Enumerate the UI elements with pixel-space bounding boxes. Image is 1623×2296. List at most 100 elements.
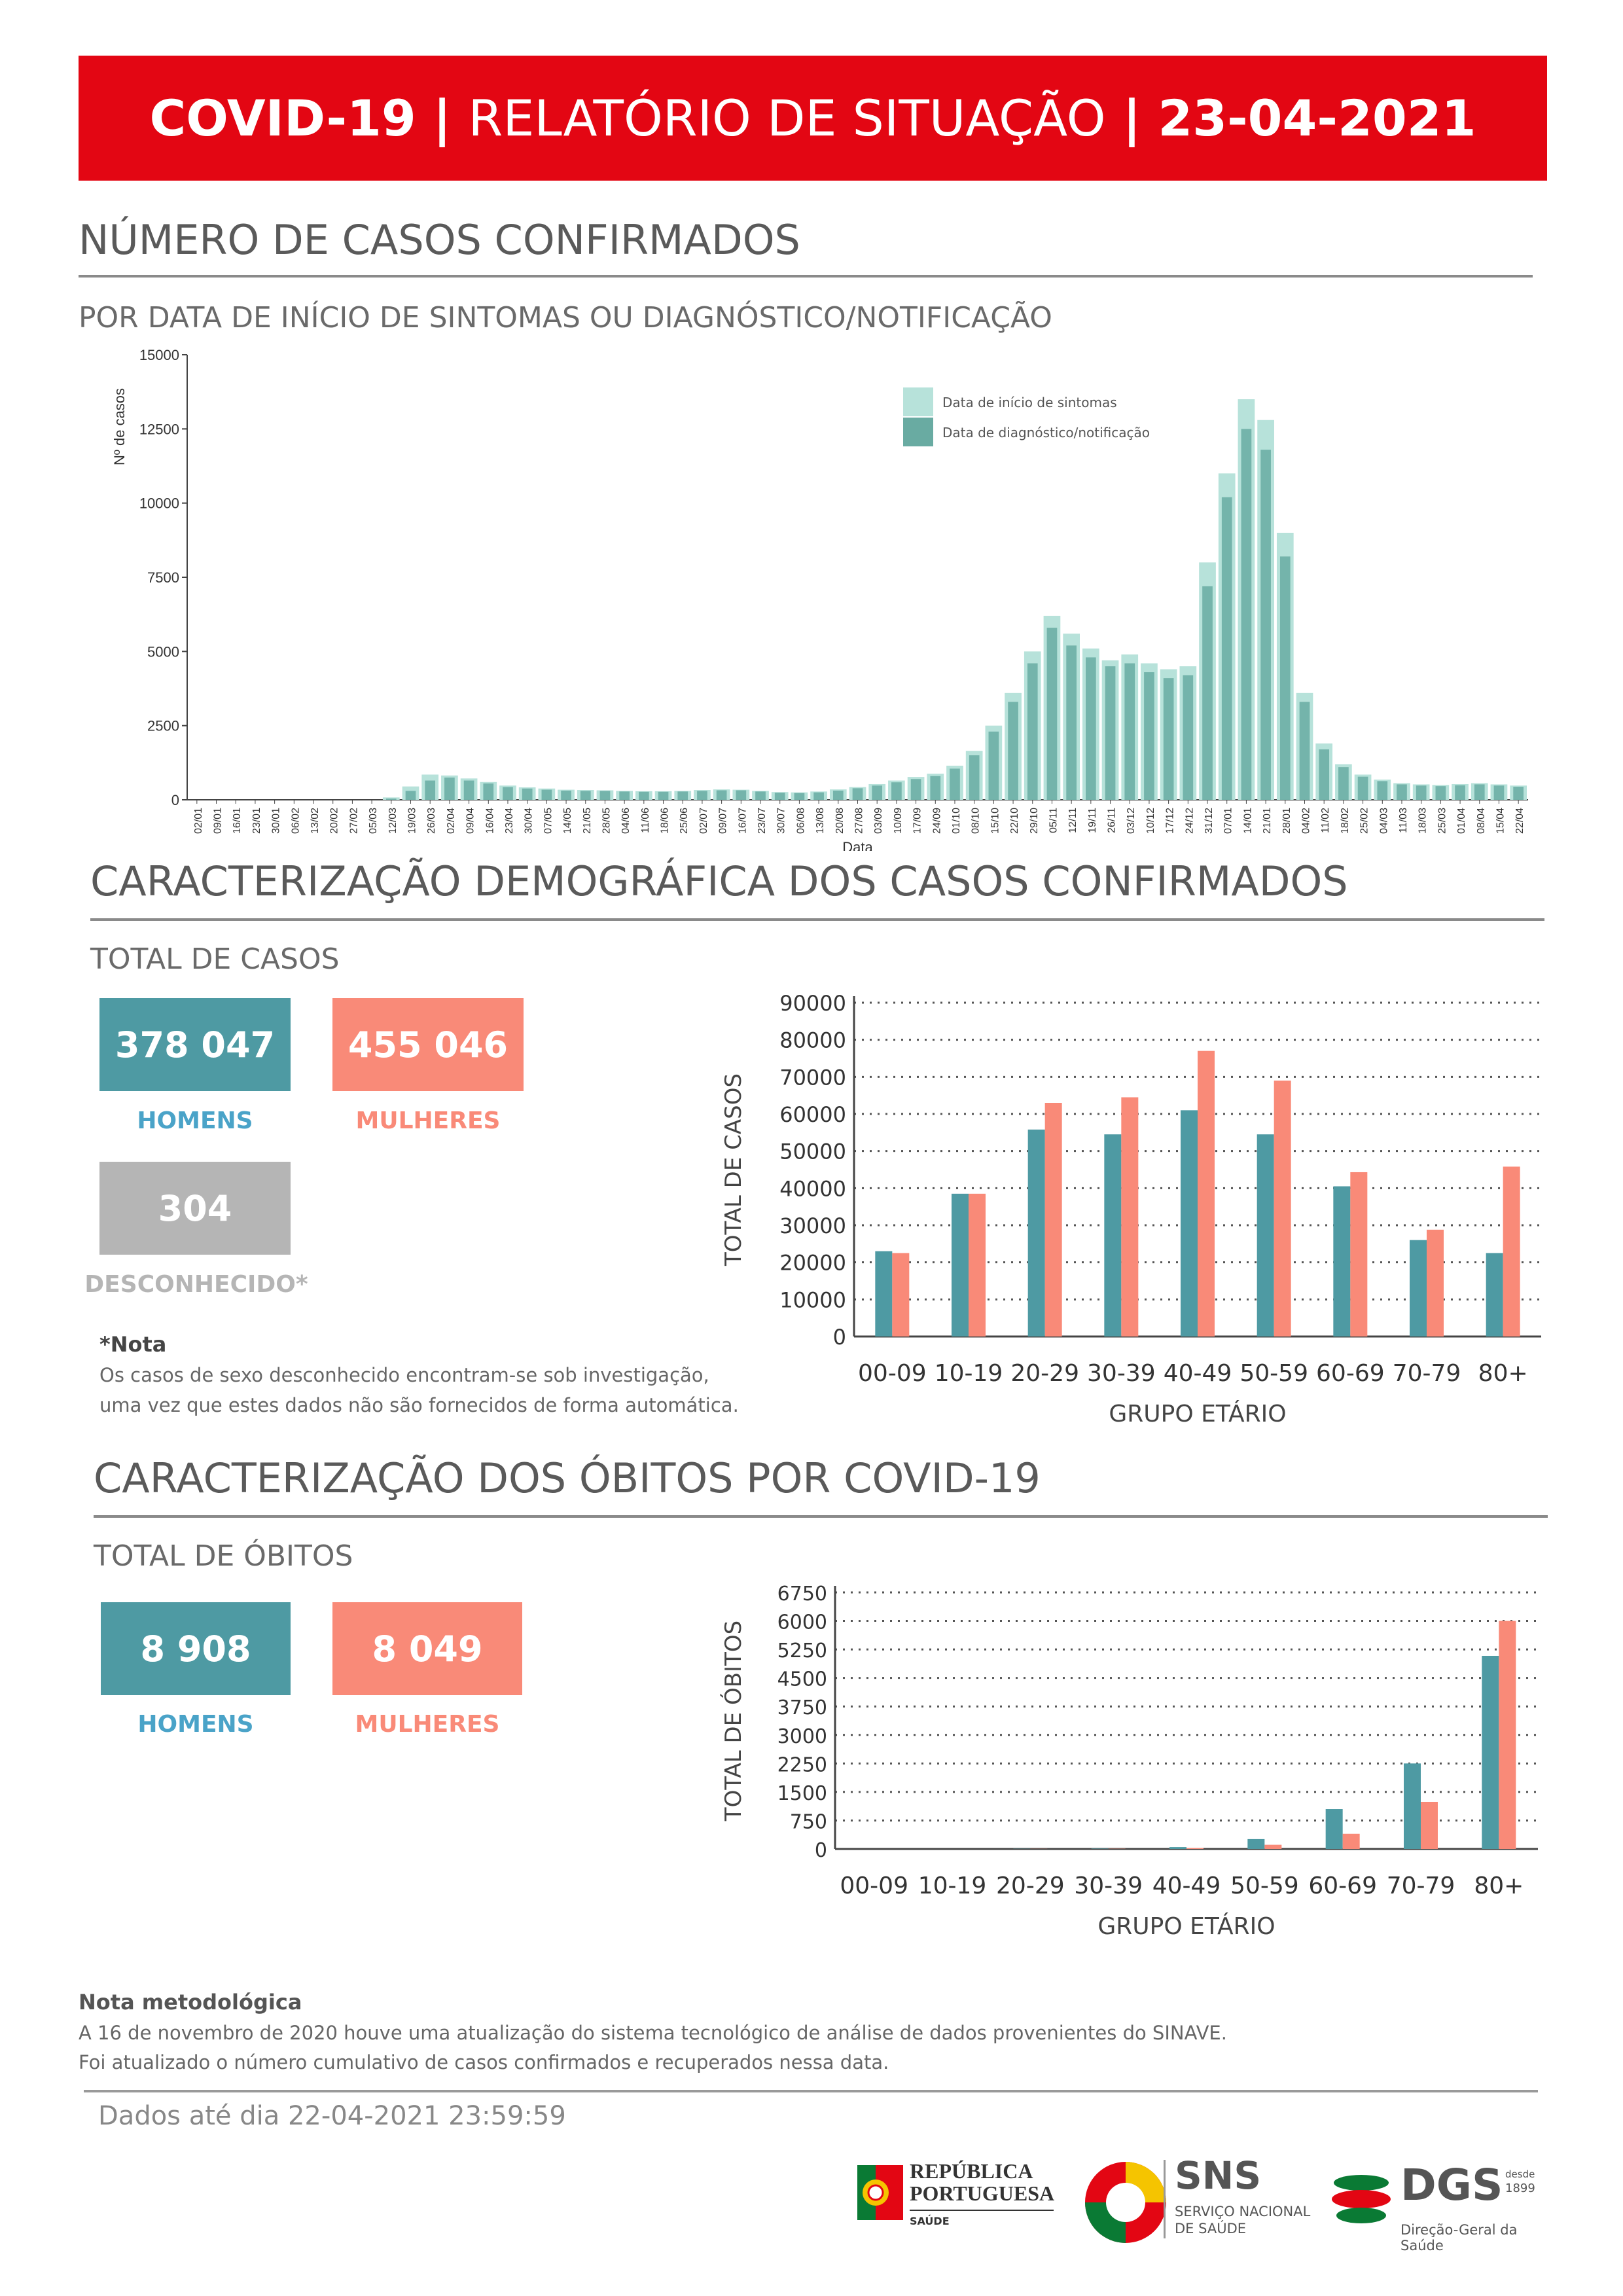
notification-bar: [1163, 678, 1174, 800]
men-bar: [1169, 1847, 1186, 1849]
notification-bar: [1435, 786, 1446, 800]
x-axis-title: GRUPO ETÁRIO: [1109, 1400, 1286, 1427]
total-cases-subtitle: TOTAL DE CASOS: [90, 942, 340, 976]
x-tick-label: 10/12: [1145, 808, 1156, 834]
notification-bar: [794, 793, 805, 800]
x-tick-label: 02/04: [446, 808, 457, 834]
y-axis-title: TOTAL DE ÓBITOS: [720, 1621, 747, 1821]
x-tick-label: 30-39: [1087, 1360, 1156, 1387]
logo-text: REPÚBLICA: [910, 2159, 1033, 2183]
banner-subtitle: RELATÓRIO DE SITUAÇÃO: [468, 89, 1106, 147]
notification-bar: [1086, 657, 1096, 800]
women-cases-box: 455 046: [332, 998, 524, 1091]
x-tick-label: 00-09: [840, 1873, 908, 1899]
x-tick-label: 10-19: [918, 1873, 987, 1899]
x-tick-label: 70-79: [1387, 1873, 1455, 1899]
x-tick-label: 30-39: [1074, 1873, 1143, 1899]
x-tick-label: 16/04: [484, 808, 495, 834]
divider: [84, 2090, 1538, 2092]
notification-bar: [832, 790, 844, 800]
men-bar: [1404, 1763, 1421, 1849]
notification-bar: [639, 791, 649, 800]
note-line: uma vez que estes dados não são fornecid…: [99, 1394, 739, 1416]
section-demographic-title: CARACTERIZAÇÃO DEMOGRÁFICA DOS CASOS CON…: [90, 857, 1348, 905]
y-tick-label: 2500: [147, 718, 179, 734]
x-tick-label: 25/03: [1436, 808, 1448, 834]
x-tick-label: 03/09: [873, 808, 884, 834]
notification-bar: [852, 788, 863, 800]
x-tick-label: 09/04: [465, 808, 476, 834]
x-tick-label: 29/10: [1029, 808, 1040, 834]
y-tick-label: 90000: [779, 991, 846, 1016]
notification-bar: [1279, 556, 1291, 800]
x-tick-label: 10/09: [893, 808, 904, 834]
notification-bar: [677, 791, 688, 800]
x-tick-label: 12/03: [387, 808, 399, 834]
women-bar: [1264, 1844, 1282, 1849]
y-tick-label: 7500: [147, 569, 179, 586]
x-tick-label: 40-49: [1164, 1360, 1232, 1387]
x-tick-label: 13/02: [310, 808, 321, 834]
x-tick-label: 20/08: [834, 808, 846, 834]
x-tick-label: 28/01: [1281, 808, 1293, 834]
x-tick-label: 05/11: [1048, 808, 1059, 833]
women-bar: [1044, 1103, 1062, 1336]
notification-bar: [891, 782, 902, 800]
y-tick-label: 50000: [779, 1139, 846, 1164]
y-tick-label: 15000: [139, 347, 179, 363]
y-axis-title: TOTAL DE CASOS: [721, 1073, 747, 1266]
y-tick-label: 5250: [777, 1640, 827, 1662]
x-tick-label: 08/04: [1476, 808, 1487, 834]
notification-bar: [1474, 784, 1485, 800]
men-bar: [1410, 1240, 1427, 1336]
x-tick-label: 21/05: [582, 808, 593, 834]
notification-bar: [405, 791, 416, 800]
notification-bar: [1241, 429, 1252, 800]
logo-text: DGS: [1400, 2160, 1503, 2210]
y-tick-label: 30000: [779, 1213, 846, 1238]
women-cases-label: MULHERES: [355, 1107, 501, 1134]
notification-bar: [755, 791, 766, 800]
women-bar: [1350, 1172, 1368, 1336]
notification-bar: [1008, 702, 1018, 800]
x-tick-label: 04/03: [1378, 808, 1389, 834]
total-deaths-subtitle: TOTAL DE ÓBITOS: [94, 1539, 353, 1573]
notification-bar: [1319, 749, 1330, 800]
unknown-cases-box: 304: [99, 1162, 291, 1255]
y-tick-label: 10000: [779, 1287, 846, 1312]
notification-bar: [463, 780, 474, 800]
y-tick-label: 12500: [139, 421, 179, 437]
notification-bar: [1338, 767, 1349, 800]
x-tick-label: 30/01: [271, 808, 282, 834]
notification-bar: [813, 792, 824, 800]
x-tick-label: 18/02: [1340, 808, 1351, 834]
x-tick-label: 60-69: [1308, 1873, 1377, 1899]
x-tick-label: 19/03: [407, 808, 418, 834]
x-tick-label: 09/01: [213, 808, 224, 834]
women-bar: [969, 1193, 986, 1336]
women-bar: [1342, 1833, 1360, 1849]
x-tick-label: 11/06: [640, 808, 651, 833]
notification-bar: [1202, 586, 1213, 800]
x-tick-label: 17/09: [912, 808, 923, 834]
x-tick-label: 14/01: [1242, 808, 1253, 834]
x-tick-label: 28/05: [601, 808, 612, 834]
x-tick-label: 08/10: [971, 808, 982, 834]
sns-emblem-icon: [1085, 2162, 1166, 2243]
y-tick-label: 6750: [777, 1583, 827, 1605]
x-tick-label: 19/11: [1087, 808, 1098, 833]
x-tick-label: 20-29: [1010, 1360, 1079, 1387]
x-axis-title: Data: [842, 839, 873, 851]
epi-curve-chart: 0 2500 5000 7500 10000 12500 15000 02/01 09/01 16…: [111, 347, 1528, 851]
unknown-cases-label: DESCONHECIDO*: [84, 1271, 308, 1298]
dgs-logo: DGS desde 1899 Direção-Geral da Saúde: [1329, 2157, 1551, 2255]
men-bar: [875, 1251, 893, 1336]
y-tick-label: 10000: [139, 495, 179, 512]
x-tick-label: 02/07: [698, 808, 709, 834]
notification-bar: [522, 788, 533, 800]
x-tick-label: 22/10: [1009, 808, 1020, 834]
y-tick-label: 750: [790, 1810, 827, 1833]
logo-text: SAÚDE: [910, 2215, 950, 2227]
banner-separator: |: [1122, 89, 1141, 147]
method-line: Foi atualizado o número cumulativo de ca…: [79, 2051, 889, 2073]
